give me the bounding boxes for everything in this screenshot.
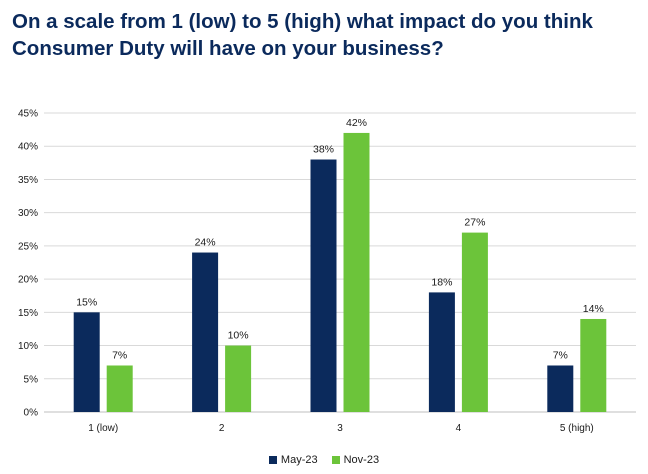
data-label: 10%	[228, 330, 249, 342]
data-label: 7%	[112, 349, 127, 361]
legend-label: Nov-23	[343, 454, 380, 466]
chart-title: On a scale from 1 (low) to 5 (high) what…	[12, 10, 593, 60]
bar-nov-23	[580, 318, 607, 412]
x-tick-label: 4	[456, 423, 462, 434]
legend-swatch	[331, 456, 340, 464]
y-tick-label: 20%	[18, 275, 38, 286]
y-tick-label: 30%	[18, 208, 38, 219]
y-tick-label: 35%	[18, 175, 38, 186]
bar-chart: 0% 5% 10% 15% 20% 25% 30% 35% 40% 45% 15% 7% 1 (low)…	[18, 109, 636, 434]
bar-nov-23	[106, 365, 133, 412]
bar-nov-23	[461, 232, 488, 412]
y-tick-label: 10%	[18, 341, 38, 352]
y-tick-label: 40%	[18, 142, 38, 153]
bar-may-23	[73, 312, 100, 412]
data-label: 14%	[583, 303, 604, 315]
x-tick-label: 3	[337, 423, 343, 434]
legend-swatch	[268, 456, 277, 464]
bar-nov-23	[225, 345, 252, 412]
bar-may-23	[428, 292, 455, 412]
y-tick-label: 45%	[18, 109, 38, 120]
x-tick-label: 2	[219, 423, 225, 434]
legend-item: May-23	[268, 454, 318, 466]
bar-may-23	[547, 365, 574, 412]
y-tick-label: 15%	[18, 308, 38, 319]
data-label: 18%	[431, 276, 452, 288]
legend-item: Nov-23	[331, 454, 380, 466]
data-label: 27%	[464, 217, 485, 229]
x-tick-label: 1 (low)	[88, 423, 118, 434]
data-label: 38%	[313, 144, 334, 156]
y-tick-label: 0%	[24, 408, 39, 419]
data-label: 15%	[76, 296, 97, 308]
bar-nov-23	[343, 132, 370, 412]
bar-may-23	[310, 159, 337, 412]
data-label: 42%	[346, 117, 367, 129]
bar-may-23	[192, 252, 219, 412]
legend-label: May-23	[280, 454, 318, 466]
x-tick-label: 5 (high)	[560, 423, 594, 434]
data-label: 24%	[195, 237, 216, 249]
data-label: 7%	[553, 349, 568, 361]
y-tick-label: 25%	[18, 241, 38, 252]
y-tick-label: 5%	[24, 374, 39, 385]
legend: May-23 Nov-23	[0, 454, 648, 466]
